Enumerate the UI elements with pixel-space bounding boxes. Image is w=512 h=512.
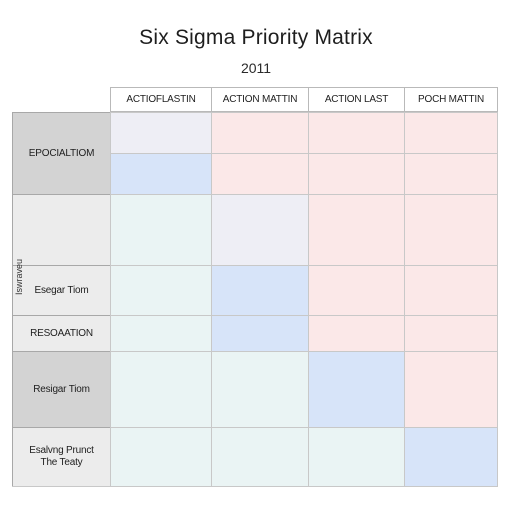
row-header-1-label: EPOCIALTIOM xyxy=(28,147,95,159)
row-header-4: RESOAATION xyxy=(12,315,110,351)
matrix-cell-r6-c2 xyxy=(211,351,308,427)
matrix-cell-r3-c4 xyxy=(404,194,498,265)
matrix-title: Six Sigma Priority Matrix xyxy=(139,26,373,49)
matrix-cell-r4-c2 xyxy=(211,265,308,315)
matrix-cell-r3-c1 xyxy=(110,194,211,265)
matrix-cell-r1-c1 xyxy=(110,112,211,153)
matrix-frame-bottom xyxy=(12,486,498,487)
row-header-2 xyxy=(12,194,110,265)
matrix-cell-r7-c1 xyxy=(110,427,211,486)
matrix-cell-r1-c4 xyxy=(404,112,498,153)
row-group-label: Iswraveu xyxy=(14,258,24,295)
matrix-cell-r6-c1 xyxy=(110,351,211,427)
column-header-3: ACTION LAST xyxy=(308,87,404,112)
matrix-cell-r5-c4 xyxy=(404,315,498,351)
row-header-6-label: Esalvng Prunct The Teaty xyxy=(29,445,94,468)
matrix-cell-r5-c1 xyxy=(110,315,211,351)
column-header-4: POCH MATTIN xyxy=(404,87,498,112)
row-header-5: Resigar Tiom xyxy=(12,351,110,427)
matrix-cell-r7-c4 xyxy=(404,427,498,486)
row-header-6: Esalvng Prunct The Teaty xyxy=(12,427,110,486)
column-header-1: ACTIOFLASTIN xyxy=(110,87,211,112)
matrix-cell-r2-c4 xyxy=(404,153,498,194)
column-header-2: ACTION MATTIN xyxy=(211,87,308,112)
matrix-cell-r4-c1 xyxy=(110,265,211,315)
matrix-cell-r3-c2 xyxy=(211,194,308,265)
row-header-1: EPOCIALTIOM xyxy=(12,112,110,194)
matrix-cell-r5-c2 xyxy=(211,315,308,351)
matrix-cell-r1-c3 xyxy=(308,112,404,153)
matrix-year: 2011 xyxy=(240,60,272,76)
matrix-cell-r2-c3 xyxy=(308,153,404,194)
matrix-cell-r6-c4 xyxy=(404,351,498,427)
matrix-cell-r2-c2 xyxy=(211,153,308,194)
matrix-cell-r4-c3 xyxy=(308,265,404,315)
matrix-cell-r4-c4 xyxy=(404,265,498,315)
row-header-3-label: Esegar Tiom xyxy=(34,284,89,296)
matrix-cell-r6-c3 xyxy=(308,351,404,427)
matrix-cell-r5-c3 xyxy=(308,315,404,351)
matrix-cell-r1-c2 xyxy=(211,112,308,153)
matrix-cell-r3-c3 xyxy=(308,194,404,265)
matrix-frame-right xyxy=(497,112,498,486)
row-header-4-label: RESOAATION xyxy=(30,327,93,339)
matrix-cell-r7-c3 xyxy=(308,427,404,486)
matrix-cell-r7-c2 xyxy=(211,427,308,486)
matrix-cell-r2-c1 xyxy=(110,153,211,194)
row-header-5-label: Resigar Tiom xyxy=(33,383,90,395)
row-header-3: Esegar Tiom xyxy=(12,265,110,315)
